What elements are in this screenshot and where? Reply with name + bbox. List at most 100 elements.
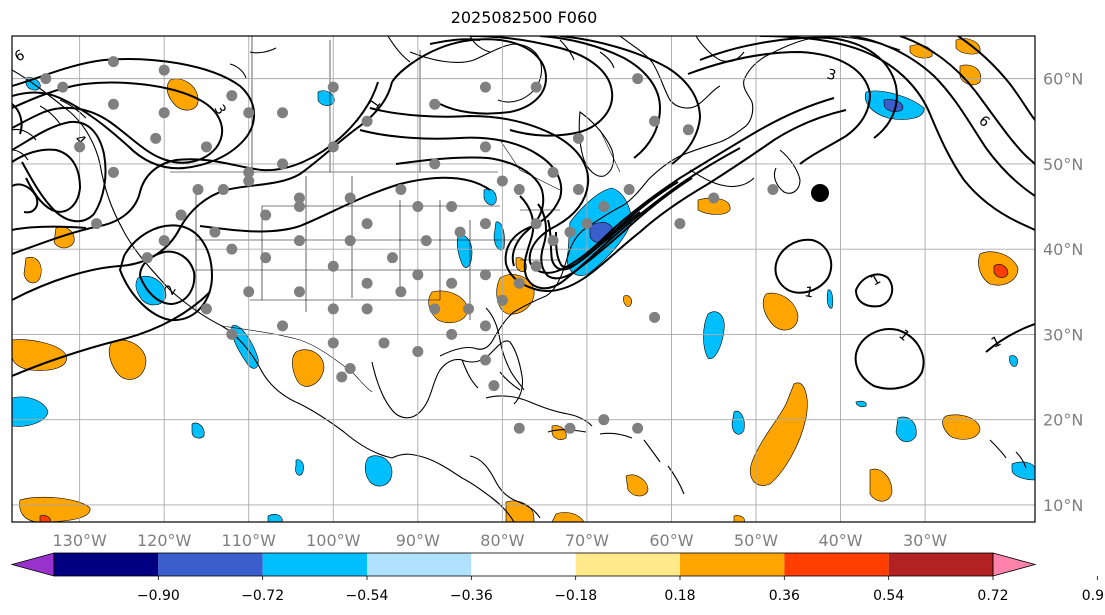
station-marker — [454, 226, 466, 238]
station-marker — [200, 303, 212, 315]
positive-anomaly-patch — [733, 515, 745, 522]
station-marker — [530, 218, 542, 230]
positive-anomaly-patch — [12, 339, 67, 371]
station-marker — [327, 141, 339, 153]
negative-anomaly-patch — [895, 416, 917, 443]
positive-anomaly-patch — [625, 474, 649, 497]
station-marker — [446, 277, 458, 289]
negative-anomaly-patch — [1009, 355, 1018, 367]
station-marker — [674, 218, 686, 230]
colorbar-tick-label: 0.72 — [977, 588, 1008, 604]
colorbar-tick-label: 0.18 — [664, 588, 695, 604]
station-marker — [91, 218, 103, 230]
station-marker — [293, 192, 305, 204]
latitude-tick-label: 50°N — [1043, 155, 1083, 174]
station-marker — [632, 422, 644, 434]
station-marker — [767, 183, 779, 195]
station-marker — [336, 371, 348, 383]
station-marker — [175, 209, 187, 221]
latitude-tick-label: 20°N — [1043, 411, 1083, 430]
station-marker — [141, 252, 153, 264]
station-marker — [708, 192, 720, 204]
station-marker — [564, 422, 576, 434]
station-marker — [479, 218, 491, 230]
station-marker — [57, 81, 69, 93]
negative-anomaly-patch — [295, 459, 304, 476]
colorbar-tick-label: 0.90 — [1082, 588, 1105, 604]
colorbar-tick-label: −0.18 — [554, 588, 597, 604]
station-marker — [412, 345, 424, 357]
colorbar-segment — [680, 553, 785, 576]
station-marker — [344, 235, 356, 247]
station-marker — [260, 209, 272, 221]
colorbar-tick-label: 0.36 — [769, 588, 800, 604]
station-marker — [226, 328, 238, 340]
positive-anomaly-patch — [762, 292, 799, 331]
positive-anomaly-patch — [993, 264, 1009, 278]
station-marker — [463, 303, 475, 315]
station-marker — [107, 166, 119, 178]
longitude-tick-label: 100°W — [306, 531, 361, 550]
negative-anomaly-patch — [267, 514, 283, 522]
station-marker — [479, 320, 491, 332]
station-marker — [429, 303, 441, 315]
station-marker — [327, 303, 339, 315]
longitude-tick-label: 110°W — [222, 531, 277, 550]
positive-anomaly-patch — [166, 78, 199, 111]
contour-label: 3 — [825, 66, 838, 84]
station-marker — [446, 201, 458, 213]
station-marker — [243, 286, 255, 298]
colorbar-segment — [784, 553, 889, 576]
station-marker — [226, 90, 238, 102]
station-marker — [200, 141, 212, 153]
colorbar-segment — [888, 553, 993, 576]
colorbar-segment — [262, 553, 367, 576]
positive-anomaly-patch — [292, 349, 325, 387]
station-marker — [395, 286, 407, 298]
station-marker — [598, 414, 610, 426]
station-marker — [243, 107, 255, 119]
station-marker — [158, 235, 170, 247]
station-marker — [192, 183, 204, 195]
map-panel: 1 1 1 1 1 2 3 3 4 6 6 — [12, 36, 1035, 522]
station-marker — [327, 337, 339, 349]
station-marker — [572, 183, 584, 195]
station-marker — [479, 269, 491, 281]
station-marker — [479, 354, 491, 366]
station-marker — [361, 303, 373, 315]
station-marker — [327, 81, 339, 93]
station-marker — [682, 124, 694, 136]
longitude-tick-label: 70°W — [565, 531, 609, 550]
negative-anomaly-patch — [731, 410, 745, 435]
colorbar-segment — [575, 553, 680, 576]
latitude-tick-label: 60°N — [1043, 70, 1083, 89]
colorbar-extend-low — [10, 552, 55, 577]
colorbar-tick-label: 0.54 — [873, 588, 904, 604]
negative-anomaly-patch — [231, 325, 259, 369]
positive-anomaly-patch — [23, 256, 42, 284]
station-marker — [361, 218, 373, 230]
negative-anomaly-patch — [826, 289, 834, 309]
station-marker — [420, 235, 432, 247]
station-marker — [344, 192, 356, 204]
station-markers — [40, 56, 779, 434]
station-marker — [513, 422, 525, 434]
positive-anomaly-patch — [39, 515, 51, 522]
colorbar-tick-label: −0.72 — [241, 588, 284, 604]
longitude-tick-label: 60°W — [649, 531, 693, 550]
station-marker — [277, 320, 289, 332]
station-marker — [564, 226, 576, 238]
colorbar: −0.90 −0.72 −0.54 −0.36 −0.18 0.18 0.36 0.54 0.7… — [10, 552, 1105, 604]
positive-anomaly-patch — [551, 425, 567, 440]
negative-anomaly-patch — [493, 221, 505, 251]
chart-title: 2025082500 F060 — [450, 8, 598, 27]
longitude-tick-label: 50°W — [734, 531, 778, 550]
positive-anomaly-patch — [942, 414, 981, 440]
latitude-tick-label: 40°N — [1043, 240, 1083, 259]
negative-anomaly-patch — [703, 311, 725, 359]
station-marker — [158, 64, 170, 76]
station-marker — [327, 260, 339, 272]
station-marker — [386, 252, 398, 264]
latitude-ticks: 60°N 50°N 40°N 30°N 20°N 10°N — [1043, 70, 1083, 515]
station-marker — [496, 175, 508, 187]
